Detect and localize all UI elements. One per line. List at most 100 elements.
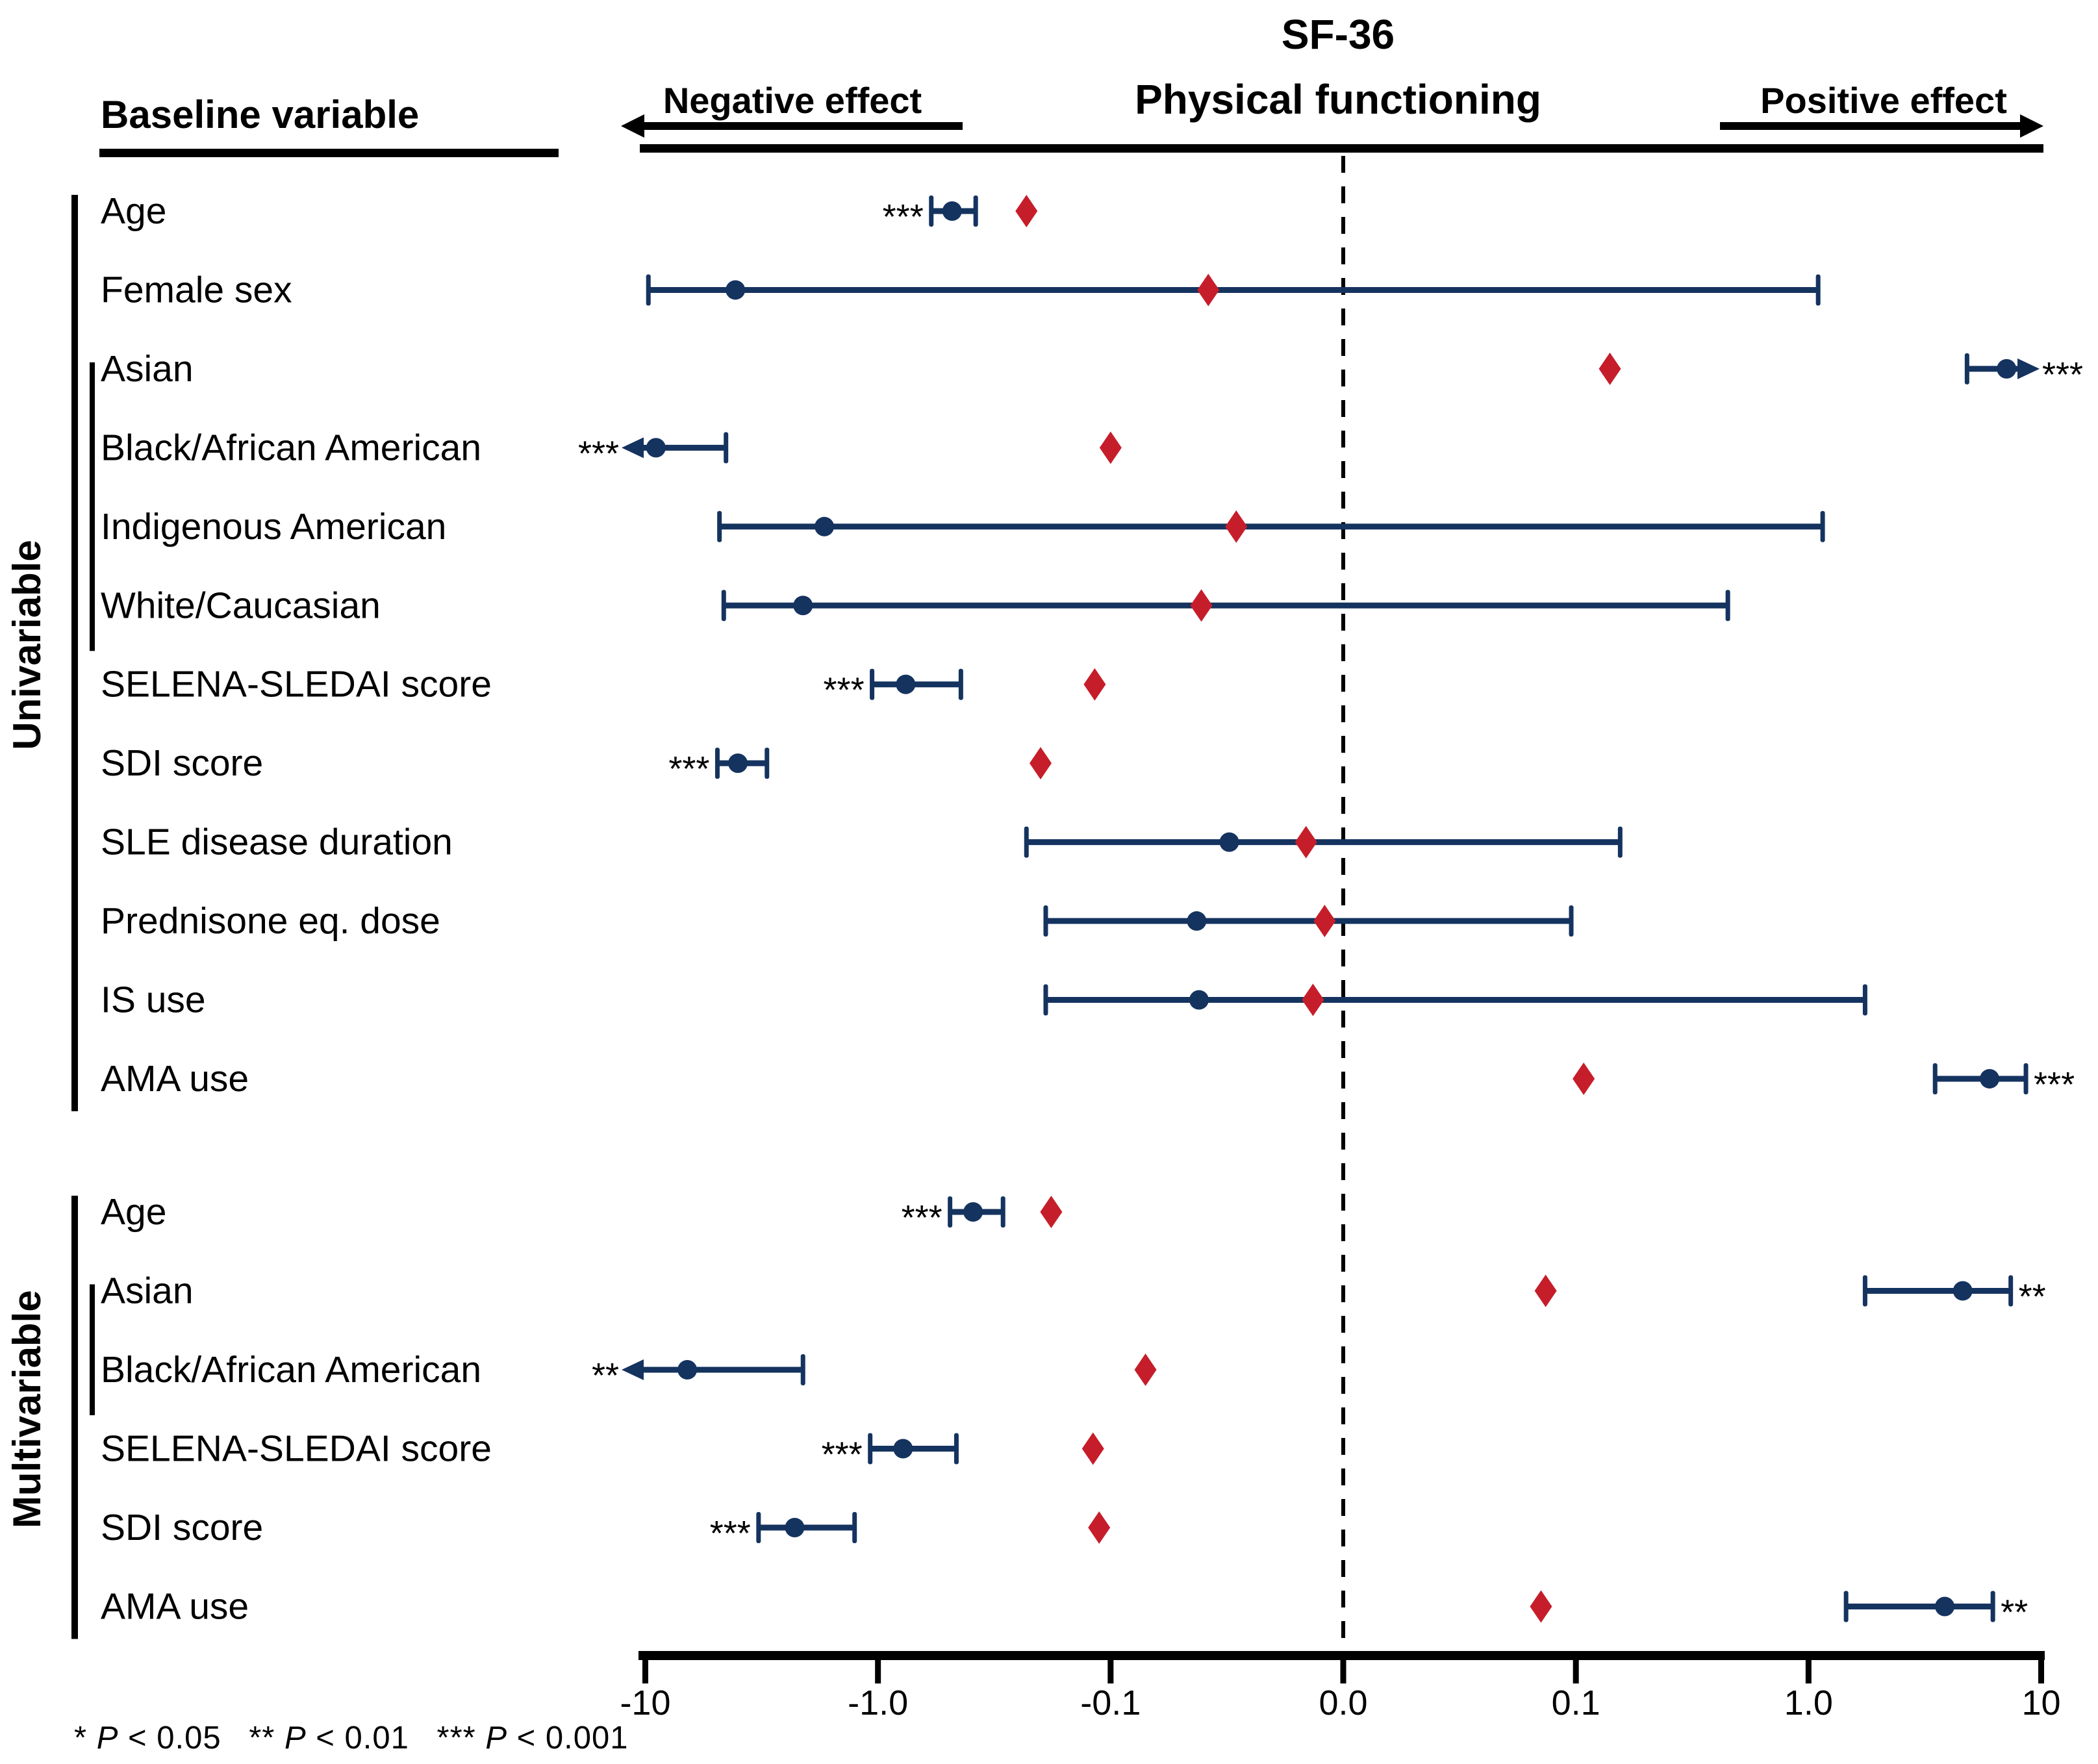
effect-size-diamond <box>1530 1590 1552 1623</box>
footnote-threshold: < 0.001 <box>507 1720 629 1756</box>
footnote-item: *** P < 0.001 <box>437 1720 629 1756</box>
column-header-underline <box>99 149 559 157</box>
significance-stars: *** <box>668 750 709 788</box>
estimate-dot <box>893 1439 913 1459</box>
axis-tick-label: 0.0 <box>1319 1683 1367 1722</box>
significance-stars: *** <box>902 1198 942 1237</box>
row-label: AMA use <box>101 1058 249 1100</box>
column-header-baseline-variable: Baseline variable <box>101 93 420 136</box>
row-label: SDI score <box>101 1507 263 1548</box>
row-label: Prednisone eq. dose <box>101 900 440 942</box>
axis-tick <box>1340 1660 1346 1683</box>
positive-effect-arrow-shaft <box>1720 122 2020 130</box>
axis-tick-label: 1.0 <box>1784 1683 1833 1722</box>
row-label: Asian <box>101 1270 194 1312</box>
estimate-dot <box>942 201 962 221</box>
row-label: Black/African American <box>101 427 481 468</box>
row-label: Asian <box>101 348 194 390</box>
estimate-dot <box>1953 1281 1973 1301</box>
axis-tick-label: 10 <box>2021 1683 2060 1722</box>
row-label: SELENA-SLEDAI score <box>101 664 492 705</box>
footnote-stars: ** <box>249 1720 275 1756</box>
significance-stars: *** <box>824 671 865 710</box>
effect-size-diamond <box>1030 747 1052 780</box>
footnote-item: ** P < 0.01 <box>249 1720 409 1756</box>
effect-size-diamond <box>1040 1196 1063 1228</box>
significance-stars: *** <box>2034 1065 2075 1104</box>
footnote-stars: * <box>74 1720 88 1756</box>
row-label: White/Caucasian <box>101 585 381 626</box>
significance-stars: *** <box>822 1435 863 1474</box>
axis-top-bar <box>640 144 2043 153</box>
effect-size-diamond <box>1295 825 1317 859</box>
effect-size-diamond <box>1197 273 1220 307</box>
estimate-dot <box>815 516 835 536</box>
axis-tick-label: -1.0 <box>848 1683 908 1722</box>
significance-stars: ** <box>2019 1278 2046 1317</box>
negative-effect-label: Negative effect <box>663 80 922 121</box>
estimate-dot <box>1997 359 2017 379</box>
negative-effect-arrow-head <box>621 114 644 138</box>
effect-size-diamond <box>1599 352 1621 385</box>
effect-size-diamond <box>1081 1432 1104 1465</box>
axis-tick <box>1107 1660 1114 1683</box>
axis-tick <box>1573 1660 1579 1683</box>
row-label: SLE disease duration <box>101 822 453 863</box>
estimate-dot <box>728 753 748 774</box>
estimate-dot <box>785 1518 805 1537</box>
row-label: IS use <box>101 979 206 1021</box>
estimate-dot <box>1935 1596 1955 1617</box>
ci-arrow-high <box>2017 358 2040 379</box>
axis-tick <box>2038 1660 2045 1683</box>
effect-size-diamond <box>1573 1062 1595 1095</box>
estimate-dot <box>963 1202 983 1222</box>
axis-tick <box>642 1660 648 1683</box>
figure-title-line1: SF-36 <box>1281 11 1395 58</box>
axis-tick <box>875 1660 881 1683</box>
row-label: AMA use <box>101 1586 249 1628</box>
effect-size-diamond <box>1225 510 1248 543</box>
footnote-p: P <box>284 1720 307 1756</box>
figure-title-line2: Physical functioning <box>1135 76 1541 123</box>
section-sub-bracket <box>90 1284 95 1415</box>
effect-size-diamond <box>1313 905 1336 938</box>
effect-size-diamond <box>1534 1274 1557 1307</box>
footnote-p: P <box>485 1720 508 1756</box>
ci-arrow-low <box>622 1359 644 1380</box>
estimate-dot <box>896 674 916 694</box>
footnote-item: * P < 0.05 <box>74 1720 221 1756</box>
section-bracket <box>71 195 78 1111</box>
row-label: Age <box>101 1191 166 1233</box>
row-label: Black/African American <box>101 1349 481 1391</box>
significance-stars: *** <box>710 1514 751 1553</box>
row-label: Female sex <box>101 269 292 310</box>
section-bracket <box>71 1196 78 1639</box>
estimate-dot <box>1187 911 1207 931</box>
significance-footnote: * P < 0.05 ** P < 0.01 *** P < 0.001 <box>74 1720 647 1756</box>
ci-arrow-low <box>622 437 644 459</box>
estimate-dot <box>1219 832 1239 852</box>
negative-effect-arrow-shaft <box>644 122 963 130</box>
axis-bottom-bar <box>638 1651 2045 1660</box>
significance-stars: ** <box>2001 1593 2028 1632</box>
axis-tick-label: -0.1 <box>1080 1683 1141 1722</box>
effect-size-diamond <box>1302 983 1324 1016</box>
estimate-dot <box>646 438 666 458</box>
section-label-univariable: Univariable <box>5 540 49 750</box>
footnote-threshold: < 0.01 <box>306 1720 409 1756</box>
footnote-stars: *** <box>436 1720 476 1756</box>
significance-stars: *** <box>2042 355 2083 394</box>
significance-stars: *** <box>578 434 619 473</box>
estimate-dot <box>1189 990 1209 1010</box>
row-label: Age <box>101 190 166 232</box>
positive-effect-arrow-head <box>2020 114 2043 138</box>
row-label: SELENA-SLEDAI score <box>101 1428 492 1470</box>
estimate-dot <box>1980 1068 2000 1089</box>
estimate-dot <box>677 1360 698 1380</box>
effect-size-diamond <box>1099 431 1122 464</box>
estimate-dot <box>793 596 813 616</box>
section-sub-bracket <box>90 362 95 651</box>
estimate-dot <box>726 280 746 300</box>
